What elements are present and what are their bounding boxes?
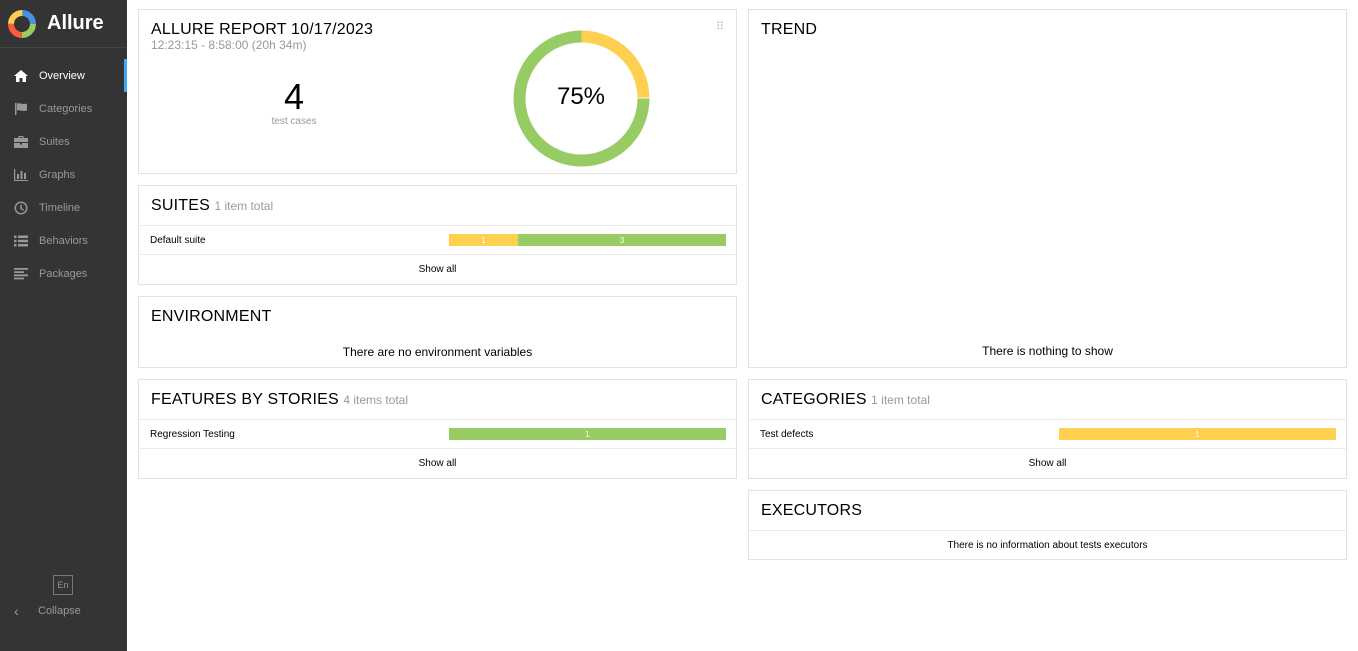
clock-icon xyxy=(13,201,29,215)
trend-title: TREND xyxy=(761,21,818,38)
status-donut xyxy=(513,30,650,167)
report-title: ALLURE REPORT 10/17/2023 xyxy=(151,21,374,38)
pass-rate: 75% xyxy=(556,83,606,110)
broken-segment: 1 xyxy=(1059,428,1336,440)
suites-title: SUITES xyxy=(151,197,210,214)
brand[interactable]: Allure xyxy=(0,0,127,48)
grip-icon[interactable]: ⠿ xyxy=(715,21,724,33)
suite-status-bar: 1 3 xyxy=(449,234,726,246)
sidebar-item-label: Packages xyxy=(39,267,88,280)
features-total: 4 items total xyxy=(343,393,409,407)
collapse-label: Collapse xyxy=(38,605,81,617)
report-time: 12:23:15 - 8:58:00 (20h 34m) xyxy=(151,38,307,52)
categories-show-all-link[interactable]: Show all xyxy=(1028,458,1067,469)
sidebar-nav: Overview Categories Suites Graphs Timeli… xyxy=(0,59,127,290)
category-status-bar: 1 xyxy=(1059,428,1336,440)
categories-header: CATEGORIES 1 item total xyxy=(749,380,1346,420)
environment-message: There are no environment variables xyxy=(342,345,533,359)
executors-message: There is no information about tests exec… xyxy=(947,540,1148,551)
sidebar-item-label: Suites xyxy=(39,135,70,148)
categories-widget: CATEGORIES 1 item total Test defects 1 S… xyxy=(748,379,1347,479)
sidebar-item-label: Overview xyxy=(39,69,85,82)
sidebar-item-label: Graphs xyxy=(39,168,76,181)
sidebar-item-label: Categories xyxy=(39,102,93,115)
testcase-count: 4 xyxy=(283,76,305,117)
category-name: Test defects xyxy=(760,428,814,440)
suites-show-all-link[interactable]: Show all xyxy=(418,264,457,275)
sidebar-item-suites[interactable]: Suites xyxy=(0,125,127,158)
sidebar-item-behaviors[interactable]: Behaviors xyxy=(0,224,127,257)
trend-widget: TREND There is nothing to show xyxy=(748,9,1347,368)
brand-name: Allure xyxy=(47,12,104,34)
features-title: FEATURES BY STORIES xyxy=(151,391,339,408)
environment-widget: ENVIRONMENT There are no environment var… xyxy=(138,296,737,368)
features-widget: FEATURES BY STORIES 4 items total Regres… xyxy=(138,379,737,479)
suites-header: SUITES 1 item total xyxy=(139,186,736,226)
home-icon xyxy=(13,69,29,83)
features-show-all-link[interactable]: Show all xyxy=(418,458,457,469)
executors-widget: EXECUTORS There is no information about … xyxy=(748,490,1347,560)
testcase-count-label: test cases xyxy=(271,116,317,127)
feature-name: Regression Testing xyxy=(150,428,235,440)
list-icon xyxy=(13,234,29,248)
summary-widget: ALLURE REPORT 10/17/2023 12:23:15 - 8:58… xyxy=(138,9,737,174)
table-row[interactable]: Default suite 1 3 xyxy=(139,226,736,255)
table-row[interactable]: Test defects 1 xyxy=(749,420,1346,449)
collapse-button[interactable]: ‹ Collapse xyxy=(14,603,81,619)
environment-title: ENVIRONMENT xyxy=(151,308,272,325)
donut-broken-segment xyxy=(513,30,650,167)
suite-name: Default suite xyxy=(150,234,206,246)
briefcase-icon xyxy=(13,135,29,149)
sidebar-item-timeline[interactable]: Timeline xyxy=(0,191,127,224)
categories-total: 1 item total xyxy=(871,393,930,407)
trend-message: There is nothing to show xyxy=(982,344,1113,358)
suites-widget: SUITES 1 item total Default suite 1 3 Sh… xyxy=(138,185,737,285)
features-header: FEATURES BY STORIES 4 items total xyxy=(139,380,736,420)
allure-logo-icon xyxy=(8,9,36,38)
feature-status-bar: 1 xyxy=(449,428,726,440)
passed-segment: 1 xyxy=(449,428,726,440)
suites-total: 1 item total xyxy=(214,199,274,213)
sidebar-item-packages[interactable]: Packages xyxy=(0,257,127,290)
executors-title: EXECUTORS xyxy=(761,502,863,519)
sidebar-item-graphs[interactable]: Graphs xyxy=(0,158,127,191)
executors-header: EXECUTORS xyxy=(749,491,1346,531)
sidebar-item-overview[interactable]: Overview xyxy=(0,59,127,92)
sidebar-item-categories[interactable]: Categories xyxy=(0,92,127,125)
broken-segment: 1 xyxy=(449,234,519,246)
align-left-icon xyxy=(13,267,29,281)
flag-icon xyxy=(13,102,29,116)
categories-title: CATEGORIES xyxy=(761,391,867,408)
passed-segment: 3 xyxy=(518,234,726,246)
bar-chart-icon xyxy=(13,168,29,182)
language-switcher[interactable]: En xyxy=(53,575,73,595)
chevron-left-icon: ‹ xyxy=(14,603,19,619)
sidebar-item-label: Timeline xyxy=(39,201,81,214)
sidebar: Allure Overview Categories Suites Graphs xyxy=(0,0,127,651)
table-row[interactable]: Regression Testing 1 xyxy=(139,420,736,449)
sidebar-item-label: Behaviors xyxy=(39,234,88,247)
